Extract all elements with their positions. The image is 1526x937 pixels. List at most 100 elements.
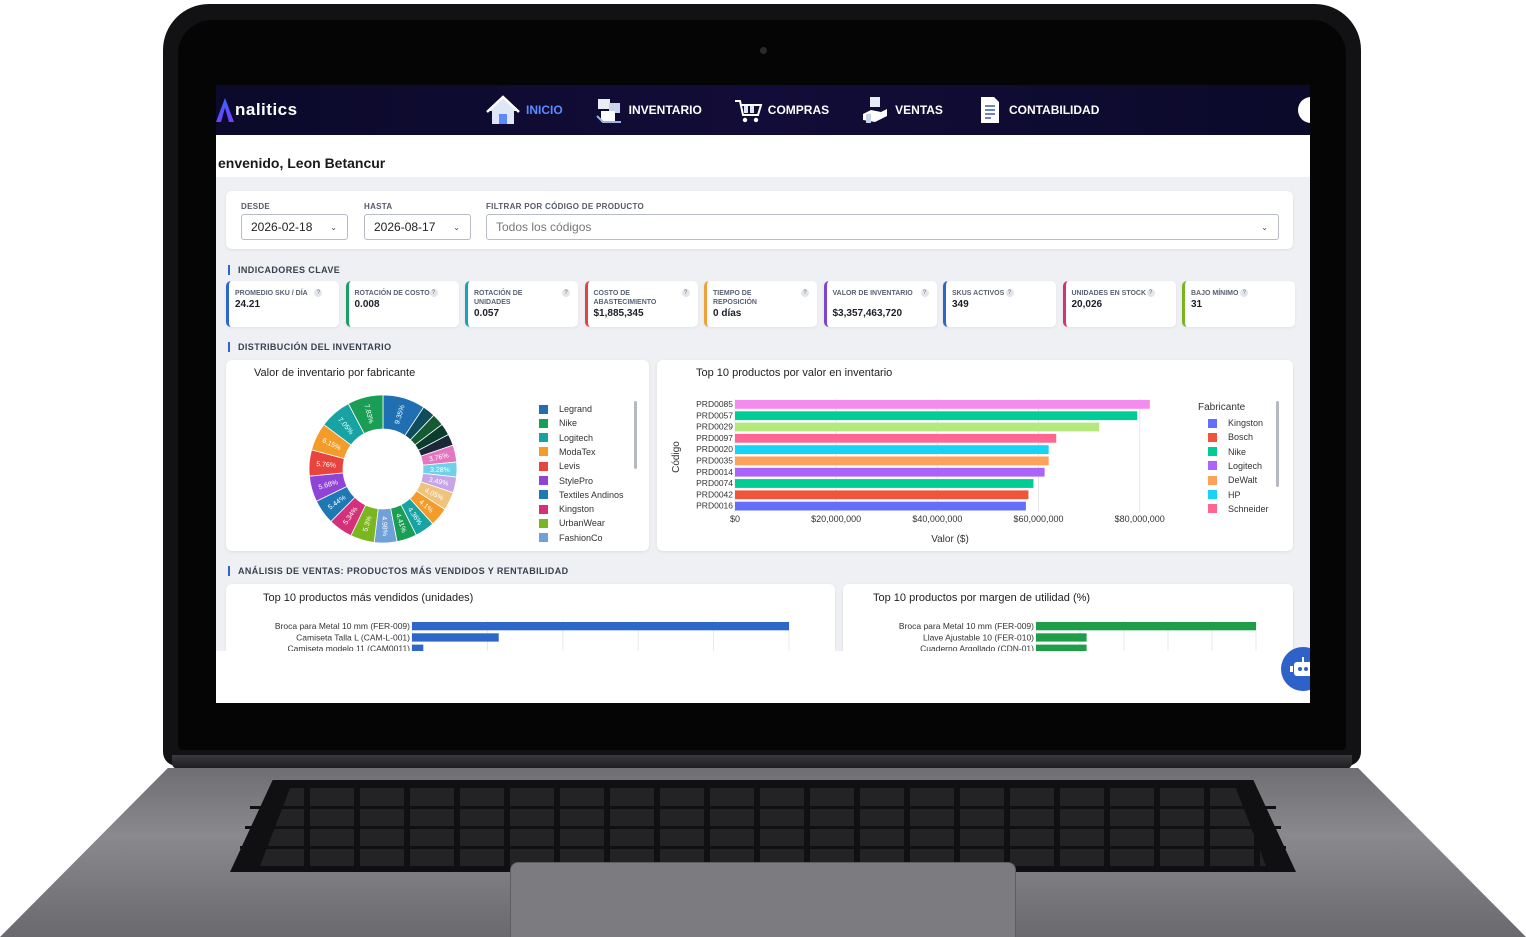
x-tick-label: $40,000,000 <box>912 514 962 524</box>
kpi-card: COSTO DE ABASTECIMIENTO? $1,885,345 <box>584 281 698 327</box>
help-icon[interactable]: ? <box>1240 289 1249 297</box>
kpi-card: ROTACIÓN DE COSTO? 0.008 <box>345 281 459 327</box>
legend-swatch <box>1208 490 1217 499</box>
pie-chart-card: Valor de inventario por fabricante 9.35%… <box>226 360 649 551</box>
legend-scrollbar[interactable] <box>1276 401 1279 487</box>
legend-item[interactable]: Logitech <box>539 433 593 443</box>
legend-item[interactable]: Nike <box>539 418 577 428</box>
brand-logo[interactable]: nalitics <box>216 98 298 122</box>
legend-item[interactable]: Bosch <box>1208 432 1253 442</box>
pie-slice <box>347 394 384 435</box>
help-icon[interactable]: ? <box>681 289 690 297</box>
trackpad <box>510 862 1016 937</box>
kpi-card: PROMEDIO SKU / DÍA? 24.21 <box>226 281 339 327</box>
user-gear-icon[interactable] <box>1298 97 1310 123</box>
y-tick-label: PRD0016 <box>696 501 733 511</box>
legend-item[interactable]: Nike <box>1208 447 1246 457</box>
kpi-value: $3,357,463,720 <box>832 308 903 319</box>
nav-inicio[interactable]: INICIO <box>484 94 563 126</box>
help-icon[interactable]: ? <box>801 289 809 297</box>
kpi-label: SKUS ACTIVOS <box>952 290 1005 297</box>
kpi-label: VALOR DE INVENTARIO <box>832 290 913 297</box>
legend-item[interactable]: Kingston <box>1208 418 1263 428</box>
chevron-down-icon: ⌄ <box>1261 223 1268 232</box>
legend-item[interactable]: UrbanWear <box>539 518 605 528</box>
help-icon[interactable]: ? <box>1146 289 1155 297</box>
y-tick-label: PRD0014 <box>696 467 733 477</box>
legend-item[interactable]: Schneider <box>1208 504 1269 514</box>
from-date-select[interactable]: 2026-02-18 ⌄ <box>241 214 348 240</box>
bar <box>735 422 1100 432</box>
assistant-button[interactable] <box>1281 647 1310 691</box>
legend-label: StylePro <box>559 475 594 486</box>
y-tick-label: PRD0097 <box>696 433 733 443</box>
legend-swatch <box>539 518 548 528</box>
pie-chart: 9.35%3.76%3.28%3.49%4.05%4.1%4.36%4.41%4… <box>308 394 458 544</box>
legend-item[interactable]: Levis <box>539 461 580 471</box>
help-icon[interactable]: ? <box>429 289 438 297</box>
legend-swatch <box>539 476 548 485</box>
legend-item[interactable]: Logitech <box>1208 461 1262 471</box>
main-nav: INICIO INVENTARIO COMPRAS <box>484 85 1129 135</box>
legend-swatch <box>1208 447 1217 457</box>
from-date-value: 2026-02-18 <box>251 220 313 234</box>
legend-item[interactable]: StylePro <box>539 476 593 486</box>
help-icon[interactable]: ? <box>314 289 323 297</box>
y-tick-label: PRD0042 <box>696 489 733 499</box>
y-tick-label: Llave Ajustable 10 (FER-010) <box>923 632 1034 642</box>
help-icon[interactable]: ? <box>562 289 570 297</box>
bar <box>735 490 1029 500</box>
help-icon[interactable]: ? <box>1005 289 1014 297</box>
legend-label: Levis <box>559 461 581 472</box>
nav-contabilidad-label: CONTABILIDAD <box>1008 103 1100 117</box>
bar <box>735 411 1138 421</box>
bar <box>1036 622 1256 631</box>
pie-chart-title: Valor de inventario por fabricante <box>254 367 416 379</box>
nav-compras[interactable]: COMPRAS <box>732 94 829 126</box>
y-tick-label: PRD0085 <box>696 399 733 409</box>
bar <box>735 400 1150 409</box>
kpi-card: BAJO MÍNIMO? 31 <box>1182 281 1295 327</box>
legend-label: ModaTex <box>559 446 596 457</box>
legend-swatch <box>539 490 548 500</box>
legend-label: Schneider <box>1228 503 1269 514</box>
legend-label: Nike <box>559 418 578 429</box>
legend-swatch <box>1208 475 1217 485</box>
legend-swatch <box>539 418 548 428</box>
legend-item[interactable]: Kingston <box>539 504 594 514</box>
nav-contabilidad[interactable]: CONTABILIDAD <box>973 94 1099 126</box>
legend-item[interactable]: Textiles Andinos <box>539 490 624 500</box>
pie-slice-label: 5.3% <box>362 515 373 532</box>
kpi-value: 0.057 <box>474 308 500 319</box>
legend-item[interactable]: Legrand <box>539 404 592 414</box>
legend-scrollbar[interactable] <box>634 401 637 469</box>
bar <box>412 633 499 642</box>
laptop-hinge <box>172 755 1352 769</box>
legend-item[interactable]: DeWalt <box>1208 475 1257 485</box>
pie-slice-label: 4.98% <box>380 516 388 536</box>
kpi-value: 0.008 <box>354 299 380 310</box>
help-icon[interactable]: ? <box>920 289 929 297</box>
top-sold-title: Top 10 productos más vendidos (unidades) <box>263 592 474 604</box>
to-date-select[interactable]: 2026-08-17 ⌄ <box>364 214 471 240</box>
legend-label: Kingston <box>559 504 595 515</box>
y-tick-label: Cuaderno Argollado (CDN-01) <box>920 644 1034 654</box>
kpi-value: 349 <box>952 299 969 310</box>
top-margin-card: Top 10 productos por margen de utilidad … <box>843 584 1293 664</box>
legend-swatch <box>539 404 548 414</box>
kpi-label: UNIDADES EN STOCK <box>1071 290 1147 297</box>
legend-item[interactable]: ModaTex <box>539 447 596 457</box>
legend-label: Nike <box>1228 446 1247 457</box>
code-filter-value: Todos los códigos <box>496 220 592 234</box>
kpi-card: VALOR DE INVENTARIO? $3,357,463,720 <box>823 281 937 327</box>
legend-label: UrbanWear <box>559 518 605 529</box>
nav-inventario[interactable]: INVENTARIO <box>593 94 702 126</box>
x-axis-label: Valor ($) <box>931 534 969 545</box>
legend-item[interactable]: HP <box>1208 490 1241 500</box>
chevron-down-icon: ⌄ <box>330 223 337 232</box>
bar <box>735 467 1045 477</box>
nav-ventas[interactable]: VENTAS <box>859 94 943 126</box>
code-filter-select[interactable]: Todos los códigos ⌄ <box>486 214 1279 240</box>
legend-item[interactable]: FashionCo <box>539 533 603 543</box>
kpi-value: 31 <box>1191 299 1203 310</box>
